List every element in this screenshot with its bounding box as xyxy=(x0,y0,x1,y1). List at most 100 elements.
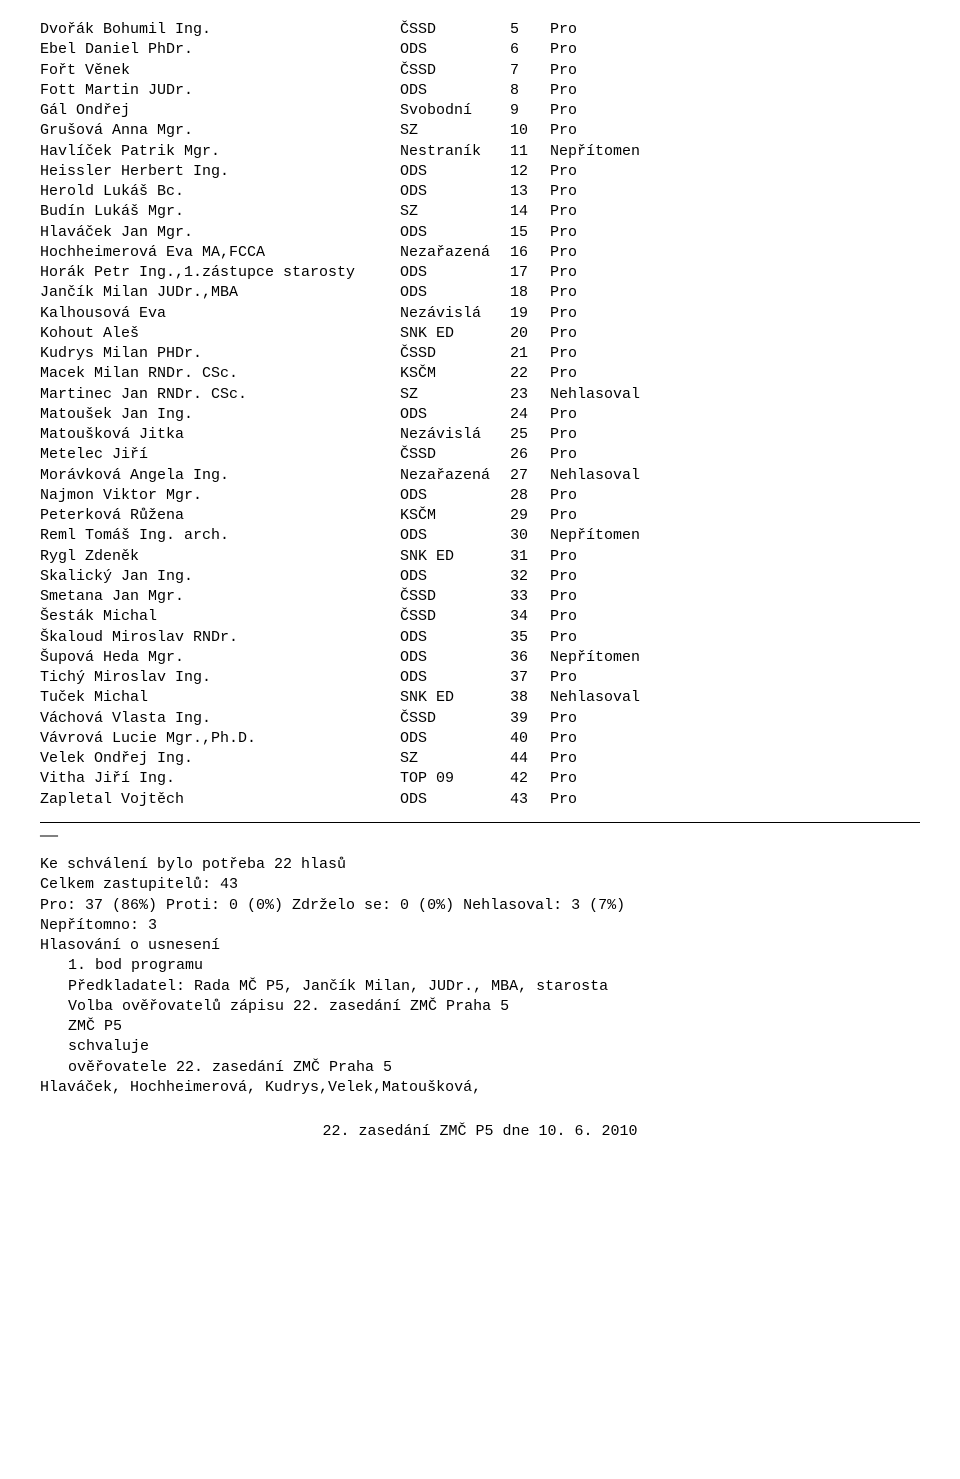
table-row: Horák Petr Ing.,1.zástupce starostyODS17… xyxy=(40,263,920,283)
cell-vote: Nepřítomen xyxy=(550,648,920,668)
cell-vote: Pro xyxy=(550,364,920,384)
cell-name: Tichý Miroslav Ing. xyxy=(40,668,400,688)
cell-vote: Pro xyxy=(550,202,920,222)
cell-vote: Pro xyxy=(550,769,920,789)
cell-name: Škaloud Miroslav RNDr. xyxy=(40,628,400,648)
table-row: Velek Ondřej Ing.SZ44Pro xyxy=(40,749,920,769)
cell-num: 17 xyxy=(510,263,550,283)
cell-vote: Nepřítomen xyxy=(550,142,920,162)
cell-party: ODS xyxy=(400,81,510,101)
table-row: Peterková RůženaKSČM29Pro xyxy=(40,506,920,526)
cell-party: ODS xyxy=(400,263,510,283)
cell-name: Zapletal Vojtěch xyxy=(40,790,400,810)
cell-num: 23 xyxy=(510,385,550,405)
cell-party: ČSSD xyxy=(400,587,510,607)
cell-party: ČSSD xyxy=(400,445,510,465)
cell-vote: Pro xyxy=(550,40,920,60)
cell-num: 42 xyxy=(510,769,550,789)
summary-point: 1. bod programu xyxy=(40,956,920,976)
table-row: Tuček MichalSNK ED38Nehlasoval xyxy=(40,688,920,708)
cell-party: Nestraník xyxy=(400,142,510,162)
cell-num: 29 xyxy=(510,506,550,526)
summary-approves: schvaluje xyxy=(40,1037,920,1057)
cell-num: 32 xyxy=(510,567,550,587)
table-row: Kohout AlešSNK ED20Pro xyxy=(40,324,920,344)
short-dash: —— xyxy=(40,827,920,847)
cell-num: 13 xyxy=(510,182,550,202)
cell-party: ODS xyxy=(400,628,510,648)
cell-party: ODS xyxy=(400,729,510,749)
table-row: Najmon Viktor Mgr.ODS28Pro xyxy=(40,486,920,506)
cell-name: Ebel Daniel PhDr. xyxy=(40,40,400,60)
cell-vote: Pro xyxy=(550,121,920,141)
cell-party: KSČM xyxy=(400,364,510,384)
cell-party: ODS xyxy=(400,283,510,303)
cell-party: ČSSD xyxy=(400,607,510,627)
summary-names: Hlaváček, Hochheimerová, Kudrys,Velek,Ma… xyxy=(40,1078,920,1098)
cell-vote: Pro xyxy=(550,324,920,344)
cell-name: Kalhousová Eva xyxy=(40,304,400,324)
cell-num: 6 xyxy=(510,40,550,60)
cell-party: ČSSD xyxy=(400,20,510,40)
summary-result: Pro: 37 (86%) Proti: 0 (0%) Zdrželo se: … xyxy=(40,896,920,916)
cell-num: 34 xyxy=(510,607,550,627)
cell-name: Fořt Věnek xyxy=(40,61,400,81)
cell-num: 33 xyxy=(510,587,550,607)
cell-name: Kudrys Milan PHDr. xyxy=(40,344,400,364)
cell-name: Smetana Jan Mgr. xyxy=(40,587,400,607)
cell-num: 9 xyxy=(510,101,550,121)
table-row: Kalhousová EvaNezávislá19Pro xyxy=(40,304,920,324)
cell-name: Matoušková Jitka xyxy=(40,425,400,445)
table-row: Budín Lukáš Mgr.SZ14Pro xyxy=(40,202,920,222)
cell-num: 21 xyxy=(510,344,550,364)
cell-num: 30 xyxy=(510,526,550,546)
cell-vote: Pro xyxy=(550,790,920,810)
cell-party: Svobodní xyxy=(400,101,510,121)
summary-org: ZMČ P5 xyxy=(40,1017,920,1037)
cell-vote: Pro xyxy=(550,425,920,445)
cell-party: ODS xyxy=(400,790,510,810)
cell-party: ODS xyxy=(400,223,510,243)
cell-name: Vitha Jiří Ing. xyxy=(40,769,400,789)
cell-vote: Pro xyxy=(550,101,920,121)
cell-vote: Pro xyxy=(550,547,920,567)
cell-num: 26 xyxy=(510,445,550,465)
cell-name: Dvořák Bohumil Ing. xyxy=(40,20,400,40)
cell-name: Šupová Heda Mgr. xyxy=(40,648,400,668)
cell-num: 43 xyxy=(510,790,550,810)
cell-party: Nezávislá xyxy=(400,425,510,445)
cell-name: Váchová Vlasta Ing. xyxy=(40,709,400,729)
cell-name: Heissler Herbert Ing. xyxy=(40,162,400,182)
summary-needed: Ke schválení bylo potřeba 22 hlasů xyxy=(40,855,920,875)
table-row: Matoušek Jan Ing.ODS24Pro xyxy=(40,405,920,425)
table-row: Jančík Milan JUDr.,MBAODS18Pro xyxy=(40,283,920,303)
table-row: Váchová Vlasta Ing.ČSSD39Pro xyxy=(40,709,920,729)
cell-num: 40 xyxy=(510,729,550,749)
cell-party: Nezávislá xyxy=(400,304,510,324)
cell-vote: Pro xyxy=(550,486,920,506)
cell-party: SNK ED xyxy=(400,324,510,344)
cell-num: 31 xyxy=(510,547,550,567)
cell-num: 27 xyxy=(510,466,550,486)
summary-item: Volba ověřovatelů zápisu 22. zasedání ZM… xyxy=(40,997,920,1017)
cell-num: 16 xyxy=(510,243,550,263)
cell-party: TOP 09 xyxy=(400,769,510,789)
cell-party: ODS xyxy=(400,526,510,546)
cell-party: ODS xyxy=(400,486,510,506)
table-row: Gál OndřejSvobodní9Pro xyxy=(40,101,920,121)
table-row: Vitha Jiří Ing.TOP 0942Pro xyxy=(40,769,920,789)
table-row: Matoušková JitkaNezávislá25Pro xyxy=(40,425,920,445)
table-row: Vávrová Lucie Mgr.,Ph.D.ODS40Pro xyxy=(40,729,920,749)
cell-num: 39 xyxy=(510,709,550,729)
cell-num: 25 xyxy=(510,425,550,445)
cell-party: ODS xyxy=(400,405,510,425)
cell-name: Skalický Jan Ing. xyxy=(40,567,400,587)
cell-party: ODS xyxy=(400,668,510,688)
cell-num: 38 xyxy=(510,688,550,708)
cell-num: 11 xyxy=(510,142,550,162)
table-row: Kudrys Milan PHDr.ČSSD21Pro xyxy=(40,344,920,364)
table-row: Šesták MichalČSSD34Pro xyxy=(40,607,920,627)
cell-party: ODS xyxy=(400,40,510,60)
footer-line: 22. zasedání ZMČ P5 dne 10. 6. 2010 xyxy=(40,1122,920,1142)
cell-vote: Pro xyxy=(550,20,920,40)
